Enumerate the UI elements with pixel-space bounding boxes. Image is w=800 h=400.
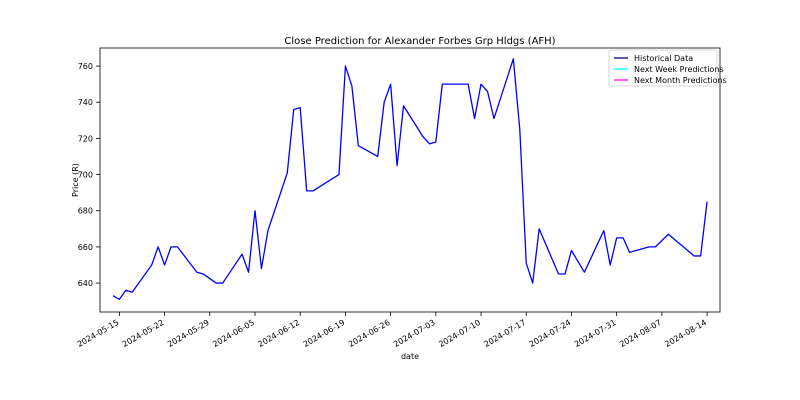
legend: Historical Data Next Week Predictions Next… <box>608 49 727 87</box>
legend-label: Historical Data <box>634 54 693 63</box>
plot-frame <box>99 47 721 313</box>
y-tick-label: 720 <box>78 134 93 143</box>
y-axis-label: Price (R) <box>71 163 80 197</box>
y-axis: 640 660 680 700 720 740 760 <box>78 62 100 288</box>
legend-box <box>608 49 718 87</box>
y-tick-label: 740 <box>78 98 93 107</box>
legend-label: Next Month Predictions <box>634 76 727 85</box>
y-tick-label: 760 <box>78 62 93 71</box>
series-line-0 <box>112 58 708 300</box>
legend-label: Next Week Predictions <box>634 65 724 74</box>
series-layer <box>112 58 708 300</box>
y-tick-label: 680 <box>78 207 93 216</box>
x-axis-label: date <box>401 352 419 361</box>
y-tick-label: 660 <box>78 243 93 252</box>
y-tick-label: 700 <box>78 171 93 180</box>
y-tick-label: 640 <box>78 279 93 288</box>
chart-title: Close Prediction for Alexander Forbes Gr… <box>284 36 555 47</box>
